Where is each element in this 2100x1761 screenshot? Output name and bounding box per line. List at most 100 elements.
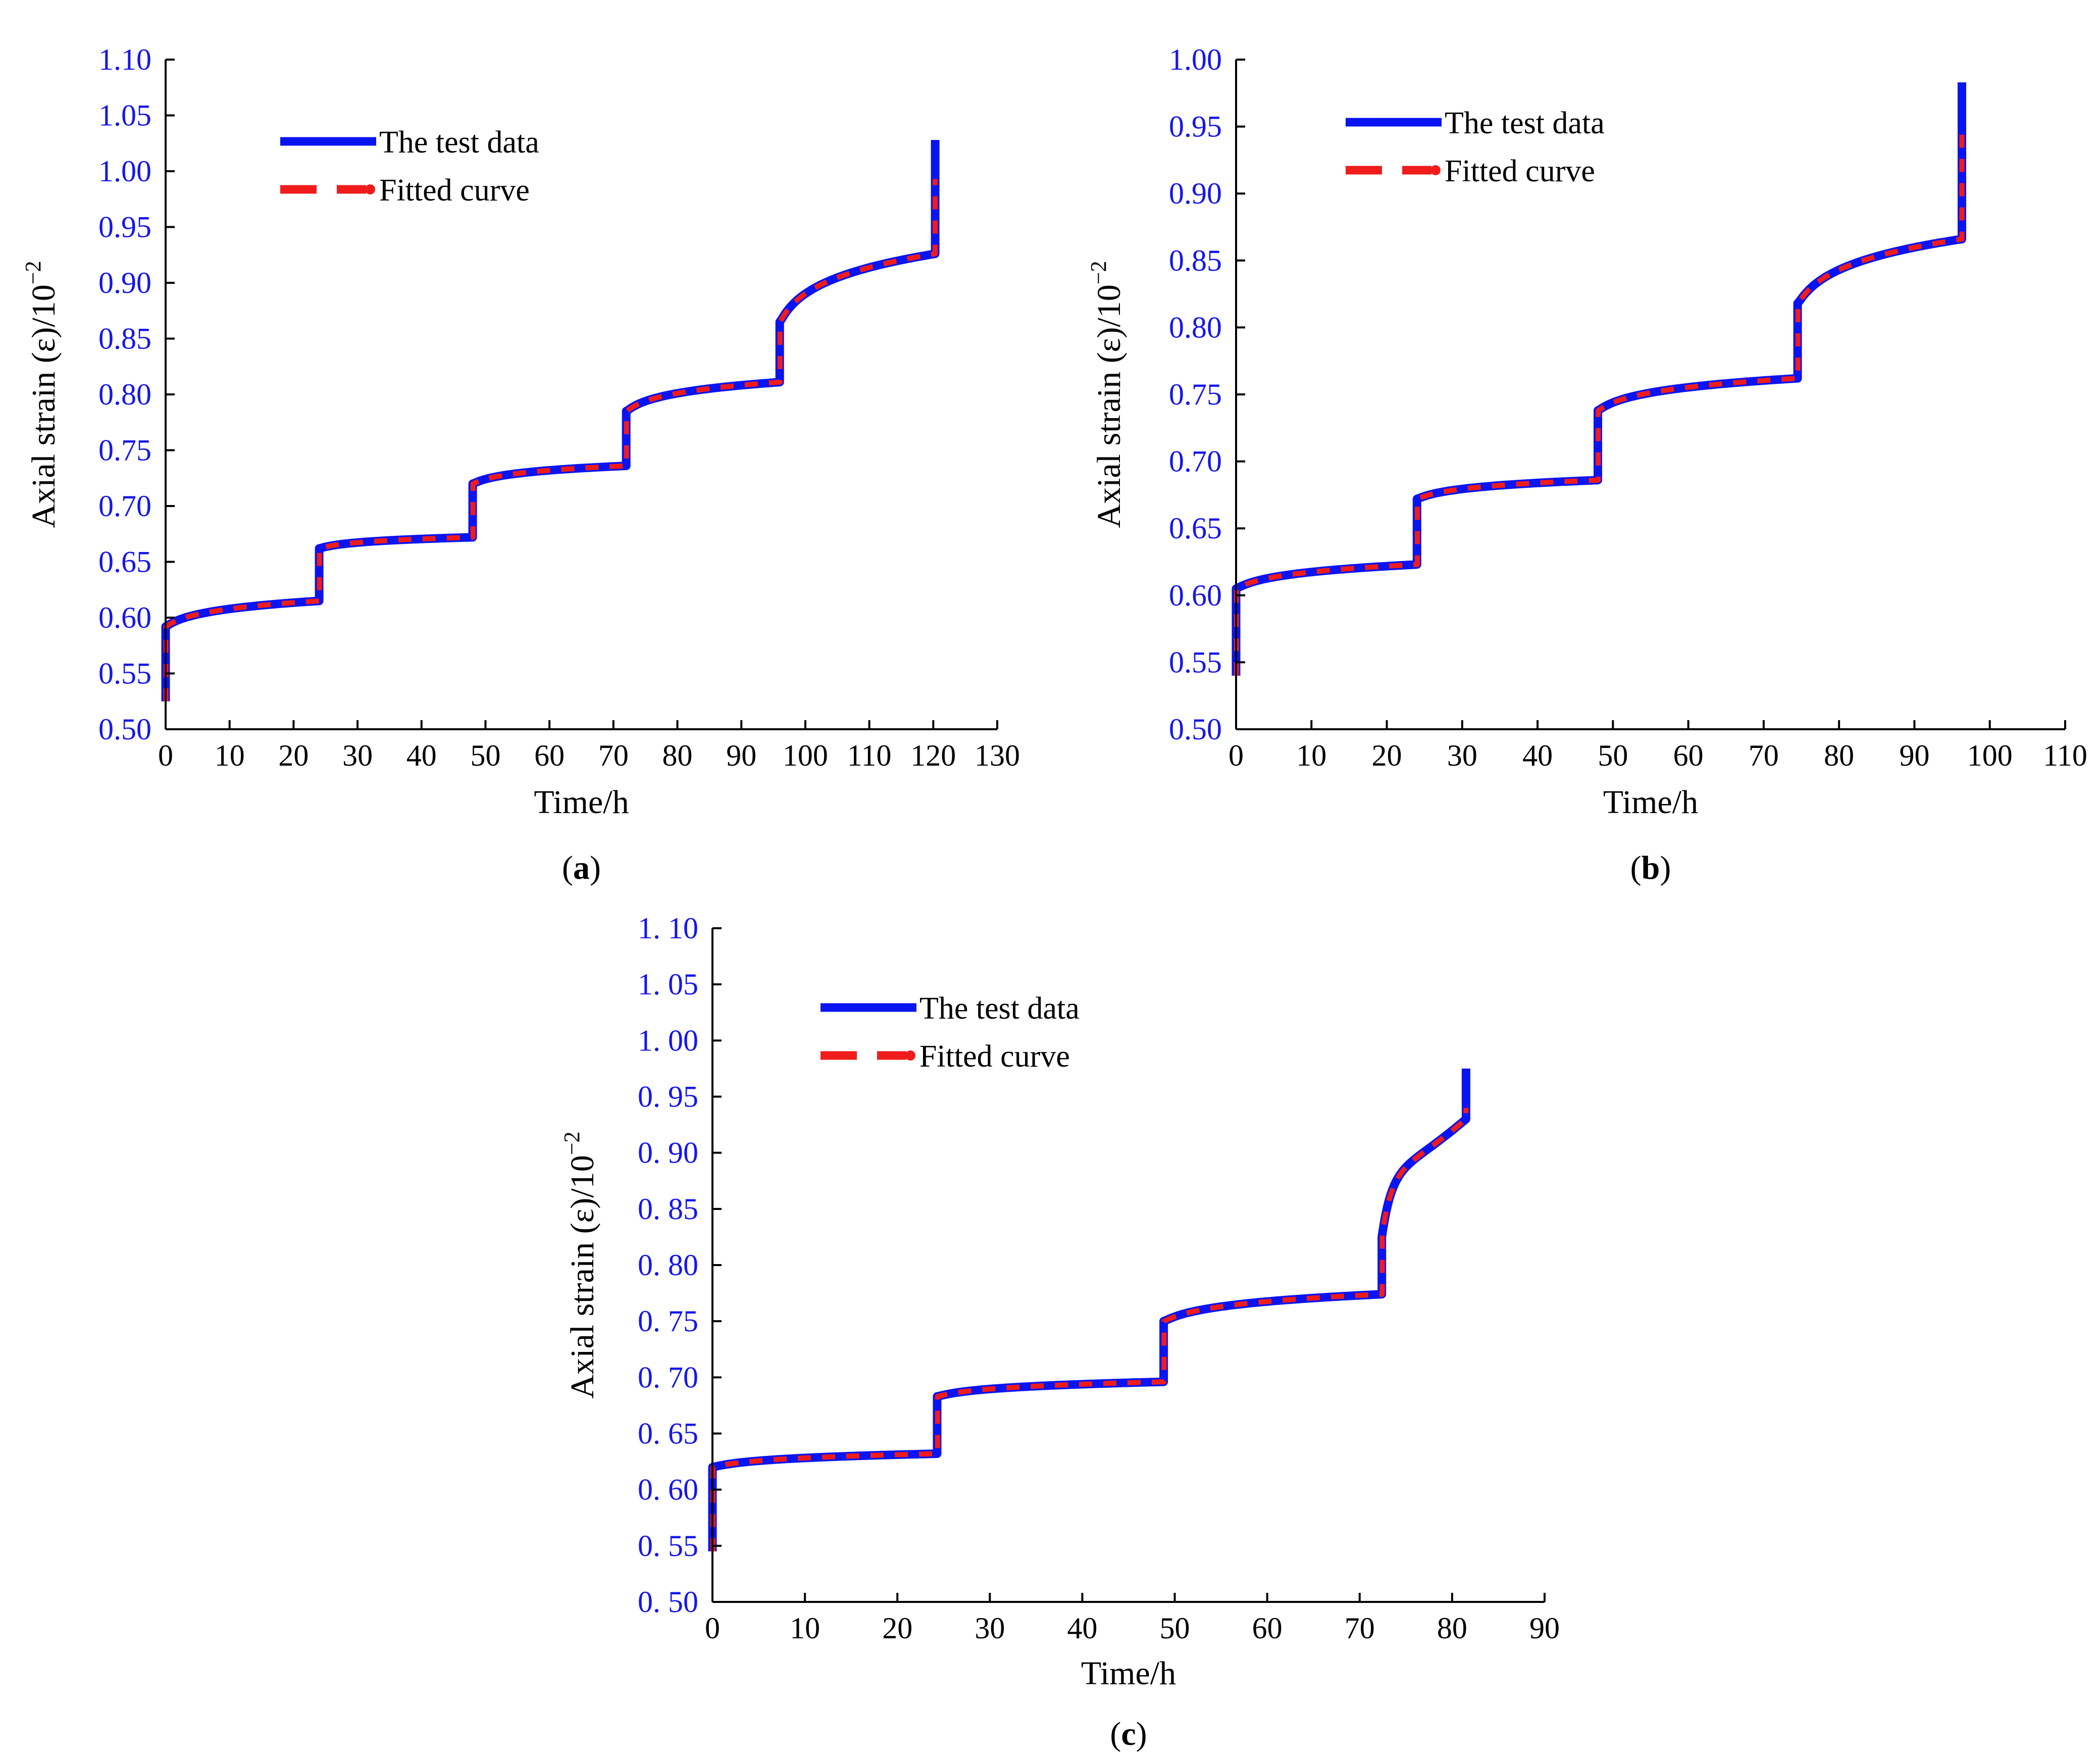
legend-label-test-data-b: The test data [1445, 106, 1605, 140]
y-tick-label-c: 0. 90 [638, 1136, 698, 1170]
x-tick-label-b: 100 [1967, 739, 2013, 772]
y-axis-label-a: Axial strain (ε)/10−2 [21, 261, 62, 528]
y-tick-label-a: 0.65 [98, 545, 151, 579]
y-tick-label-a: 0.60 [98, 601, 151, 634]
x-tick-label-a: 20 [278, 739, 309, 772]
series-line-fitted-curve-a [163, 179, 938, 701]
y-tick-label-c: 1. 05 [638, 968, 698, 1001]
panel-label-close-b: ) [1660, 849, 1671, 886]
panel-label-letter-a: a [573, 849, 590, 886]
x-tick-label-b: 80 [1824, 739, 1854, 772]
x-axis-label-b: Time/h [1603, 784, 1698, 821]
x-tick-label-c: 80 [1437, 1612, 1467, 1645]
x-tick-label-a: 90 [726, 739, 756, 772]
y-axis-label-b: Axial strain (ε)/10−2 [1086, 261, 1128, 528]
legend-label-fitted-curve-a: Fitted curve [379, 173, 530, 208]
y-tick-label-c: 0. 95 [638, 1080, 698, 1114]
legend-a: The test data Fitted curve [280, 125, 539, 208]
x-tick-label-b: 20 [1372, 739, 1402, 772]
x-tick-label-b: 90 [1899, 739, 1929, 772]
x-tick-label-a: 60 [534, 739, 565, 772]
x-tick-label-a: 30 [342, 739, 373, 772]
panel-label-open-a: ( [562, 849, 573, 886]
y-tick-label-c: 0. 85 [638, 1192, 698, 1226]
y-tick-label-a: 0.70 [98, 489, 151, 523]
legend-label-fitted-curve-b: Fitted curve [1445, 154, 1595, 188]
x-tick-label-b: 110 [2043, 739, 2087, 772]
legend-label-test-data-a: The test data [379, 125, 539, 160]
x-tick-label-a: 120 [910, 739, 956, 772]
x-tick-label-c: 0 [705, 1612, 720, 1645]
y-tick-label-c: 0. 70 [638, 1361, 698, 1394]
x-tick-label-b: 40 [1522, 739, 1553, 772]
x-tick-label-b: 60 [1673, 739, 1704, 772]
x-tick-label-b: 10 [1296, 739, 1326, 772]
ticks-a: 0 10 20 30 40 50 60 70 80 90 100 110 120 130 0.50 0.55 0… [98, 43, 1020, 772]
legend-dot-fitted-curve-c [905, 1050, 915, 1061]
axes-a [165, 60, 997, 730]
y-tick-label-b: 0.60 [1169, 579, 1222, 612]
y-tick-label-b: 0.65 [1169, 512, 1222, 545]
x-tick-label-a: 130 [975, 739, 1020, 772]
x-tick-label-c: 60 [1252, 1612, 1283, 1645]
y-tick-label-a: 0.75 [98, 434, 151, 467]
x-tick-label-c: 70 [1345, 1612, 1375, 1645]
x-tick-label-b: 30 [1447, 739, 1477, 772]
y-tick-label-a: 0.80 [98, 378, 151, 411]
x-tick-label-b: 70 [1749, 739, 1779, 772]
y-tick-label-b: 0.90 [1169, 177, 1222, 210]
x-tick-label-c: 50 [1160, 1612, 1190, 1645]
axes-c [711, 928, 1545, 1603]
x-tick-label-a: 50 [470, 739, 500, 772]
panel-label-a: (a) [562, 849, 601, 886]
y-tick-label-a: 0.95 [98, 211, 151, 244]
panel-label-close-a: ) [590, 849, 601, 886]
panel-label-c: (c) [1110, 1716, 1147, 1752]
y-tick-label-c: 0. 65 [638, 1417, 698, 1450]
x-tick-label-a: 10 [215, 739, 245, 772]
y-tick-label-c: 0. 60 [638, 1473, 698, 1506]
x-tick-label-a: 100 [783, 739, 828, 772]
y-tick-label-c: 0. 50 [638, 1585, 698, 1619]
legend-dot-fitted-curve-a [365, 184, 375, 194]
x-tick-label-a: 110 [847, 739, 892, 772]
chart-panel-b: 0 10 20 30 40 50 60 70 80 90 100 110 0.50 0.55 0.60 0.6… [1086, 43, 2087, 886]
x-tick-label-b: 50 [1598, 739, 1628, 772]
series-line-fitted-curve-b [1234, 129, 1965, 676]
y-tick-label-b: 0.75 [1169, 378, 1222, 411]
y-tick-label-a: 1.00 [98, 155, 151, 188]
y-axis-label-c: Axial strain (ε)/10−2 [559, 1131, 601, 1398]
y-axis-label-main-b: Axial strain (ε)/10 [1091, 284, 1128, 528]
panel-label-open-c: ( [1110, 1716, 1121, 1752]
y-axis-label-main-c: Axial strain (ε)/10 [564, 1155, 601, 1398]
y-tick-label-b: 0.85 [1169, 244, 1222, 277]
legend-b: The test data Fitted curve [1346, 106, 1605, 188]
chart-panel-a: 0 10 20 30 40 50 60 70 80 90 100 110 120 130 0.50 0.55 0… [21, 43, 1020, 886]
legend-label-fitted-curve-c: Fitted curve [919, 1039, 1070, 1074]
y-tick-label-b: 1.00 [1169, 43, 1222, 76]
series-line-test-data-c [708, 1068, 1470, 1551]
series-line-fitted-curve-c [710, 1108, 1469, 1551]
legend-label-test-data-c: The test data [919, 991, 1080, 1026]
legend-c: The test data Fitted curve [821, 991, 1080, 1074]
y-tick-label-b: 0.70 [1169, 445, 1222, 478]
y-tick-label-c: 0. 75 [638, 1304, 698, 1338]
x-tick-label-c: 20 [882, 1612, 912, 1645]
y-axis-label-exponent-c: −2 [559, 1131, 584, 1155]
x-tick-label-c: 10 [790, 1612, 820, 1645]
x-tick-label-c: 40 [1067, 1612, 1097, 1645]
y-axis-label-main-a: Axial strain (ε)/10 [25, 284, 62, 528]
y-tick-label-c: 1. 10 [638, 912, 698, 945]
panel-label-open-b: ( [1630, 849, 1642, 886]
x-tick-label-a: 40 [406, 739, 437, 772]
panel-label-b: (b) [1630, 849, 1671, 886]
y-tick-label-c: 0. 55 [638, 1529, 698, 1563]
series-line-test-data-b [1232, 82, 1966, 676]
chart-panel-c: 0 10 20 30 40 50 60 70 80 90 0. 50 0. 55 0. 60 0. 65 0… [559, 912, 1560, 1752]
y-tick-label-b: 0.55 [1169, 645, 1222, 679]
ticks-c: 0 10 20 30 40 50 60 70 80 90 0. 50 0. 55 0. 60 0. 65 0… [638, 912, 1560, 1645]
x-tick-label-a: 0 [158, 739, 173, 772]
x-axis-label-c: Time/h [1081, 1655, 1176, 1692]
panel-label-letter-b: b [1642, 849, 1660, 886]
